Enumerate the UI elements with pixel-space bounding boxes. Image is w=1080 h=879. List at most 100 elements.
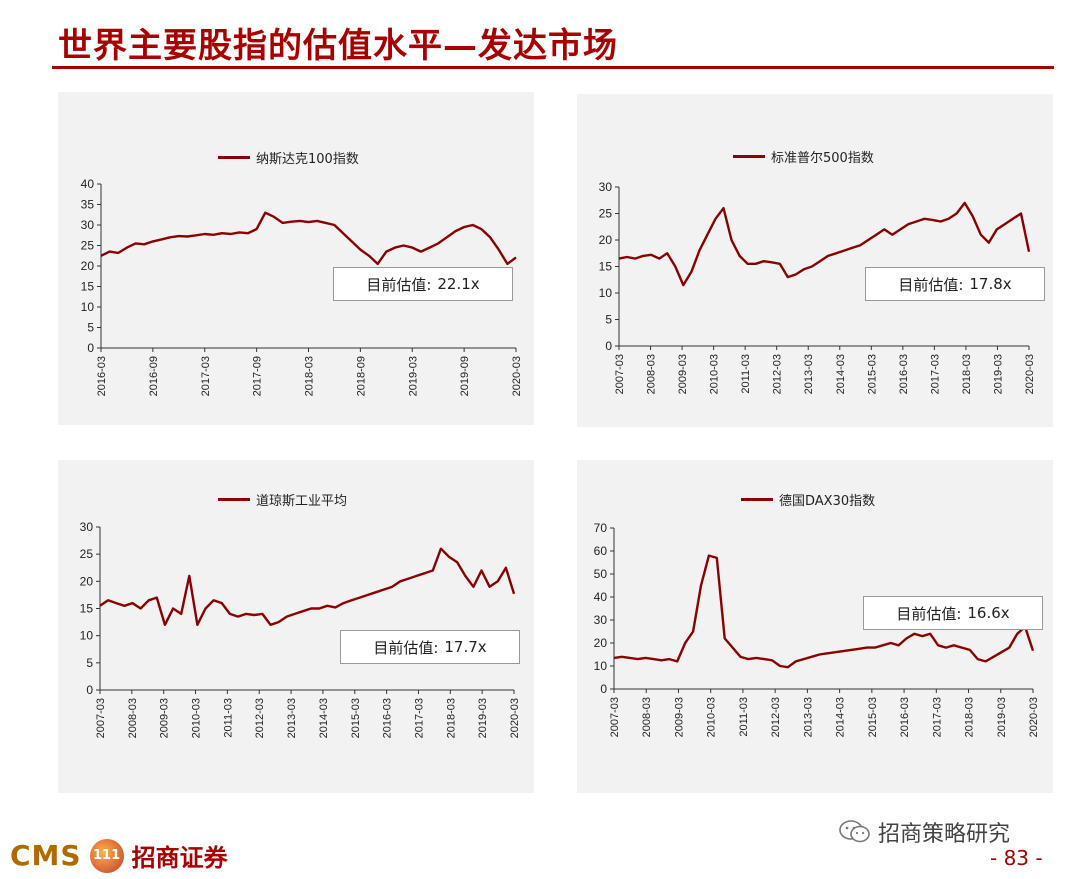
x-tick-label: 2016-03 (899, 697, 911, 737)
x-tick-label: 2017-09 (252, 356, 264, 396)
y-tick-label: 5 (87, 321, 94, 335)
y-tick-label: 40 (594, 590, 608, 604)
x-tick-label: 2015-03 (866, 354, 878, 394)
y-tick-label: 25 (80, 547, 94, 561)
x-tick-label: 2012-03 (770, 697, 782, 737)
y-tick-label: 10 (599, 286, 613, 300)
x-tick-label: 2014-03 (835, 354, 847, 394)
x-tick-label: 2019-03 (407, 356, 419, 396)
y-tick-label: 10 (80, 629, 94, 643)
legend-label: 纳斯达克100指数 (256, 152, 359, 167)
legend-label: 标准普尔500指数 (771, 151, 874, 166)
x-tick-label: 2020-03 (511, 356, 523, 396)
valuation-value: 16.6x (967, 604, 1010, 622)
x-tick-label: 2010-03 (706, 697, 718, 737)
x-tick-label: 2008-03 (646, 354, 658, 394)
x-tick-label: 2016-03 (96, 356, 108, 396)
y-tick-label: 5 (605, 313, 612, 327)
legend-label: 道琼斯工业平均 (256, 494, 348, 509)
legend-swatch (733, 155, 765, 158)
valuation-label: 目前估值: (373, 638, 439, 657)
valuation-label: 目前估值: (896, 604, 962, 623)
y-tick-label: 15 (80, 602, 94, 616)
x-tick-label: 2019-09 (459, 356, 471, 396)
x-tick-label: 2019-03 (996, 697, 1008, 737)
y-tick-label: 20 (594, 636, 608, 650)
x-tick-label: 2007-03 (609, 697, 621, 737)
x-tick-label: 2015-03 (867, 697, 879, 737)
y-tick-label: 10 (594, 659, 608, 673)
series-line (613, 554, 1035, 669)
valuation-annotation: 目前估值: 16.6x (863, 596, 1043, 630)
x-tick-label: 2014-03 (835, 697, 847, 737)
x-tick-label: 2012-03 (772, 354, 784, 394)
y-tick-label: 30 (81, 218, 95, 232)
chart-legend: 德国DAX30指数 (741, 490, 875, 509)
chart-panel-nasdaq100: 纳斯达克100指数 0 5 10 15 20 25 30 35 40 2016-03 2016-09… (58, 92, 534, 425)
x-tick-label: 2007-03 (614, 354, 626, 394)
legend-label: 德国DAX30指数 (779, 494, 876, 509)
y-tick-label: 25 (599, 207, 613, 221)
series-line (618, 201, 1031, 287)
valuation-value: 17.8x (969, 275, 1012, 293)
x-tick-label: 2010-03 (709, 354, 721, 394)
x-tick-label: 2015-03 (350, 698, 362, 738)
x-tick-label: 2009-03 (677, 354, 689, 394)
x-tick-label: 2011-03 (222, 698, 234, 738)
chart-svg: 0 5 10 15 20 25 30 2007-03 2008-03 2009-03 2010-03… (599, 180, 1036, 394)
brand-latin: CMS (10, 839, 82, 872)
chart-svg: 0 5 10 15 20 25 30 35 40 2016-03 2016-09 2017-03 201… (81, 177, 523, 396)
valuation-value: 17.7x (444, 638, 487, 656)
y-tick-label: 70 (594, 521, 608, 535)
x-tick-label: 2009-03 (673, 697, 685, 737)
x-tick-label: 2013-03 (286, 698, 298, 738)
y-tick-label: 5 (86, 656, 93, 670)
x-tick-label: 2013-03 (803, 354, 815, 394)
legend-swatch (741, 498, 773, 501)
y-tick-label: 0 (605, 339, 612, 353)
brand-logo: CMS 111 招商证券 (10, 838, 228, 873)
y-tick-label: 15 (81, 280, 95, 294)
y-tick-label: 40 (81, 177, 95, 191)
y-tick-label: 30 (594, 613, 608, 627)
x-tick-label: 2008-03 (127, 698, 139, 738)
x-tick-label: 2017-03 (200, 356, 212, 396)
y-tick-label: 35 (81, 198, 95, 212)
y-tick-label: 25 (81, 239, 95, 253)
legend-swatch (218, 156, 250, 159)
x-tick-label: 2020-03 (1028, 697, 1040, 737)
chart-svg: 0 5 10 15 20 25 30 2007-03 2008-03 2009-03 2010-03… (80, 520, 521, 738)
x-tick-label: 2010-03 (191, 698, 203, 738)
y-tick-label: 15 (599, 260, 613, 274)
wechat-account: 招商策略研究 (838, 816, 1010, 848)
x-tick-label: 2018-03 (964, 697, 976, 737)
y-tick-label: 20 (599, 233, 613, 247)
y-tick-label: 50 (594, 567, 608, 581)
x-tick-label: 2020-03 (509, 698, 521, 738)
title-underline (52, 66, 1054, 69)
y-tick-label: 0 (86, 683, 93, 697)
page-number: - 83 - (990, 846, 1043, 870)
chart-svg: 0 10 20 30 40 50 60 70 2007-03 2008-03 2009-03 2010… (594, 521, 1040, 737)
x-tick-label: 2007-03 (95, 698, 107, 738)
brand-coin-icon: 111 (89, 838, 124, 873)
y-tick-label: 20 (80, 574, 94, 588)
x-tick-label: 2008-03 (641, 697, 653, 737)
chart-legend: 道琼斯工业平均 (218, 490, 347, 509)
x-tick-label: 2016-03 (382, 698, 394, 738)
x-tick-label: 2018-03 (304, 356, 316, 396)
x-tick-label: 2016-09 (148, 356, 160, 396)
valuation-value: 22.1x (437, 275, 480, 293)
valuation-annotation: 目前估值: 22.1x (333, 267, 513, 301)
x-tick-label: 2019-03 (477, 698, 489, 738)
x-tick-label: 2011-03 (738, 697, 750, 737)
valuation-annotation: 目前估值: 17.8x (865, 267, 1045, 301)
x-tick-label: 2018-03 (961, 354, 973, 394)
x-tick-label: 2017-03 (929, 354, 941, 394)
valuation-label: 目前估值: (898, 275, 964, 294)
chart-panel-dax30: 德国DAX30指数 0 10 20 30 40 50 60 70 2007-03 2008-03 2… (577, 460, 1053, 793)
y-tick-label: 30 (599, 180, 613, 194)
chart-legend: 纳斯达克100指数 (218, 148, 359, 167)
x-tick-label: 2011-03 (740, 354, 752, 394)
x-tick-label: 2012-03 (254, 698, 266, 738)
